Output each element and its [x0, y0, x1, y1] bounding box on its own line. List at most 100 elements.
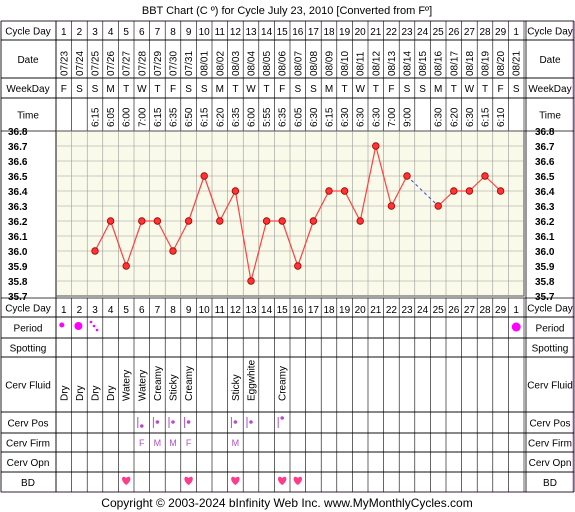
spotting-dot	[92, 324, 96, 328]
cerv-fluid-label: Creamy	[278, 366, 289, 401]
cerv-firm-label: F	[186, 438, 192, 448]
row-label-right: WeekDay	[528, 84, 571, 95]
row-label-left: Cerv Opn	[7, 458, 50, 469]
row-label-left: Cerv Pos	[7, 419, 48, 430]
cycle-day-bottom: 12	[230, 305, 242, 316]
cerv-pos-dot	[155, 420, 160, 424]
cycle-day-bottom: 19	[339, 305, 351, 316]
date-label: 08/02	[215, 51, 226, 76]
row-label-left: Date	[17, 55, 39, 66]
cycle-day-bottom: 27	[464, 305, 476, 316]
weekday-label: M	[106, 84, 114, 95]
y-tick-right: 36.1	[535, 232, 555, 243]
cycle-day-bottom: 5	[123, 305, 129, 316]
date-label: 08/07	[293, 51, 304, 76]
cerv-fluid-label: Eggwhite	[247, 359, 258, 401]
y-tick-left: 36.5	[8, 172, 28, 183]
cycle-day-bottom: 16	[292, 305, 304, 316]
time-label: 6:15	[325, 107, 336, 127]
date-label: 07/25	[91, 51, 102, 76]
weekday-label: F	[61, 84, 67, 95]
temp-point	[169, 247, 177, 255]
period-dot-heavy	[511, 322, 521, 332]
cerv-pos-dot	[140, 424, 144, 428]
temp-point	[278, 217, 286, 225]
label-layer: 36.8 36.8 36.7 36.7 36.6 36.6 36.5 36.5 36.4 36.4…	[5, 27, 573, 490]
grid-layer	[0, 20, 575, 493]
weekday-label: F	[170, 84, 176, 95]
weekday-label: T	[123, 84, 129, 95]
row-label-right: Cerv Opn	[529, 458, 572, 469]
cycle-day-bottom: 13	[245, 305, 257, 316]
weekday-label: T	[342, 84, 348, 95]
temp-point	[450, 187, 458, 195]
time-label: 7:00	[387, 107, 398, 127]
cycle-day-top: 10	[199, 27, 211, 38]
date-label: 07/30	[169, 51, 180, 76]
row-label-right: BD	[543, 478, 557, 489]
weekday-label: S	[294, 84, 301, 95]
temp-line-segment	[297, 220, 314, 267]
y-tick-right: 36.8	[535, 127, 555, 138]
temp-point	[231, 187, 240, 195]
weekday-label: S	[404, 84, 411, 95]
date-label: 07/28	[137, 51, 148, 76]
date-label: 08/09	[325, 51, 336, 76]
date-label: 08/08	[309, 51, 320, 76]
temp-point	[434, 202, 442, 210]
copyright-footer: Copyright © 2003-2024 bInfinity Web Inc.…	[101, 496, 472, 510]
cycle-day-top: 18	[323, 27, 335, 38]
weekday-label: F	[498, 84, 504, 95]
cerv-fluid-label: Dry	[106, 385, 117, 401]
time-label: 6:15	[200, 107, 211, 127]
bd-heart-icon	[293, 476, 302, 485]
time-label: 6:20	[215, 107, 226, 127]
temp-line-segment	[203, 175, 221, 222]
temp-line-segment	[250, 220, 268, 282]
time-label: 6:35	[169, 107, 180, 127]
cycle-day-bottom: 4	[108, 305, 114, 316]
date-label: 08/14	[403, 51, 414, 76]
temp-line-segment	[281, 220, 299, 267]
cerv-firm-label: M	[169, 438, 177, 448]
temp-line-segment	[312, 190, 330, 222]
cycle-day-bottom: 18	[323, 305, 335, 316]
temp-point	[294, 262, 302, 270]
cerv-pos-dot	[186, 420, 191, 424]
weekday-label: T	[154, 84, 160, 95]
y-tick-right: 36.5	[535, 172, 555, 183]
date-label: 08/21	[512, 51, 523, 76]
cycle-day-bottom: 14	[261, 305, 273, 316]
chart-title: BBT Chart (C º) for Cycle July 23, 2010 …	[142, 5, 432, 17]
y-tick-left: 36.3	[8, 202, 28, 213]
date-label: 07/24	[75, 51, 86, 76]
cycle-day-bottom: 11	[215, 305, 226, 316]
row-label-right: Period	[536, 324, 565, 335]
cerv-pos-dot	[171, 420, 175, 424]
weekday-label: M	[434, 84, 442, 95]
y-tick-left: 36.0	[8, 247, 28, 258]
temp-point	[247, 277, 255, 285]
cycle-day-bottom: 1	[61, 305, 67, 316]
date-label: 08/05	[262, 51, 273, 76]
time-label: 6:05	[106, 107, 117, 127]
y-tick-left: 36.7	[8, 142, 28, 153]
weekday-label: T	[232, 84, 238, 95]
period-dot-medium	[74, 322, 83, 330]
cerv-pos-dot	[280, 416, 285, 420]
temp-line-segment	[172, 220, 190, 252]
cycle-day-top: 16	[292, 27, 304, 38]
spotting-dot	[95, 328, 99, 332]
temp-line-segment	[94, 220, 112, 252]
y-tick-left: 36.4	[8, 187, 28, 198]
date-label: 08/16	[434, 51, 445, 76]
cycle-day-top: 26	[448, 27, 460, 38]
time-label: 6:30	[340, 107, 351, 127]
weekday-label: T	[373, 84, 379, 95]
weekday-label: W	[355, 84, 365, 95]
bd-heart-icon	[231, 476, 240, 485]
weekday-label: F	[279, 84, 285, 95]
weekday-label: M	[325, 84, 333, 95]
temp-point	[481, 172, 489, 180]
temp-point	[106, 217, 115, 225]
